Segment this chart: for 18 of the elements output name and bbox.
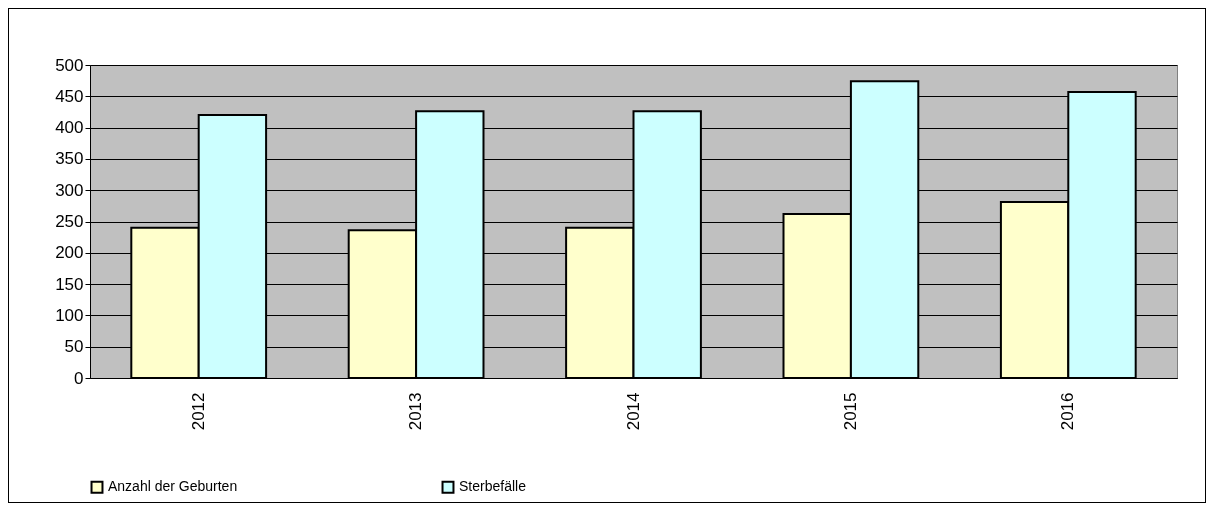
- legend-label: Anzahl der Geburten: [108, 478, 238, 495]
- x-tick-label: 2015: [840, 392, 860, 431]
- y-tick-label: 150: [55, 274, 84, 294]
- y-tick-label: 300: [55, 180, 84, 200]
- y-tick-label: 450: [55, 86, 84, 106]
- y-tick-label: 50: [64, 337, 84, 357]
- y-tick-label: 200: [55, 243, 84, 263]
- x-tick-label: 2014: [623, 392, 643, 431]
- x-tick-label: 2012: [188, 392, 208, 431]
- y-tick-label: 400: [55, 118, 84, 138]
- y-tick-label: 100: [55, 305, 84, 325]
- x-tick-label: 2013: [406, 392, 426, 431]
- y-tick-label: 350: [55, 149, 84, 169]
- legend-label: Sterbefälle: [459, 478, 527, 495]
- y-tick-label: 250: [55, 212, 84, 231]
- x-tick-label: 2016: [1058, 392, 1078, 431]
- y-tick-label: 0: [74, 368, 84, 388]
- y-tick-label: 500: [55, 55, 84, 75]
